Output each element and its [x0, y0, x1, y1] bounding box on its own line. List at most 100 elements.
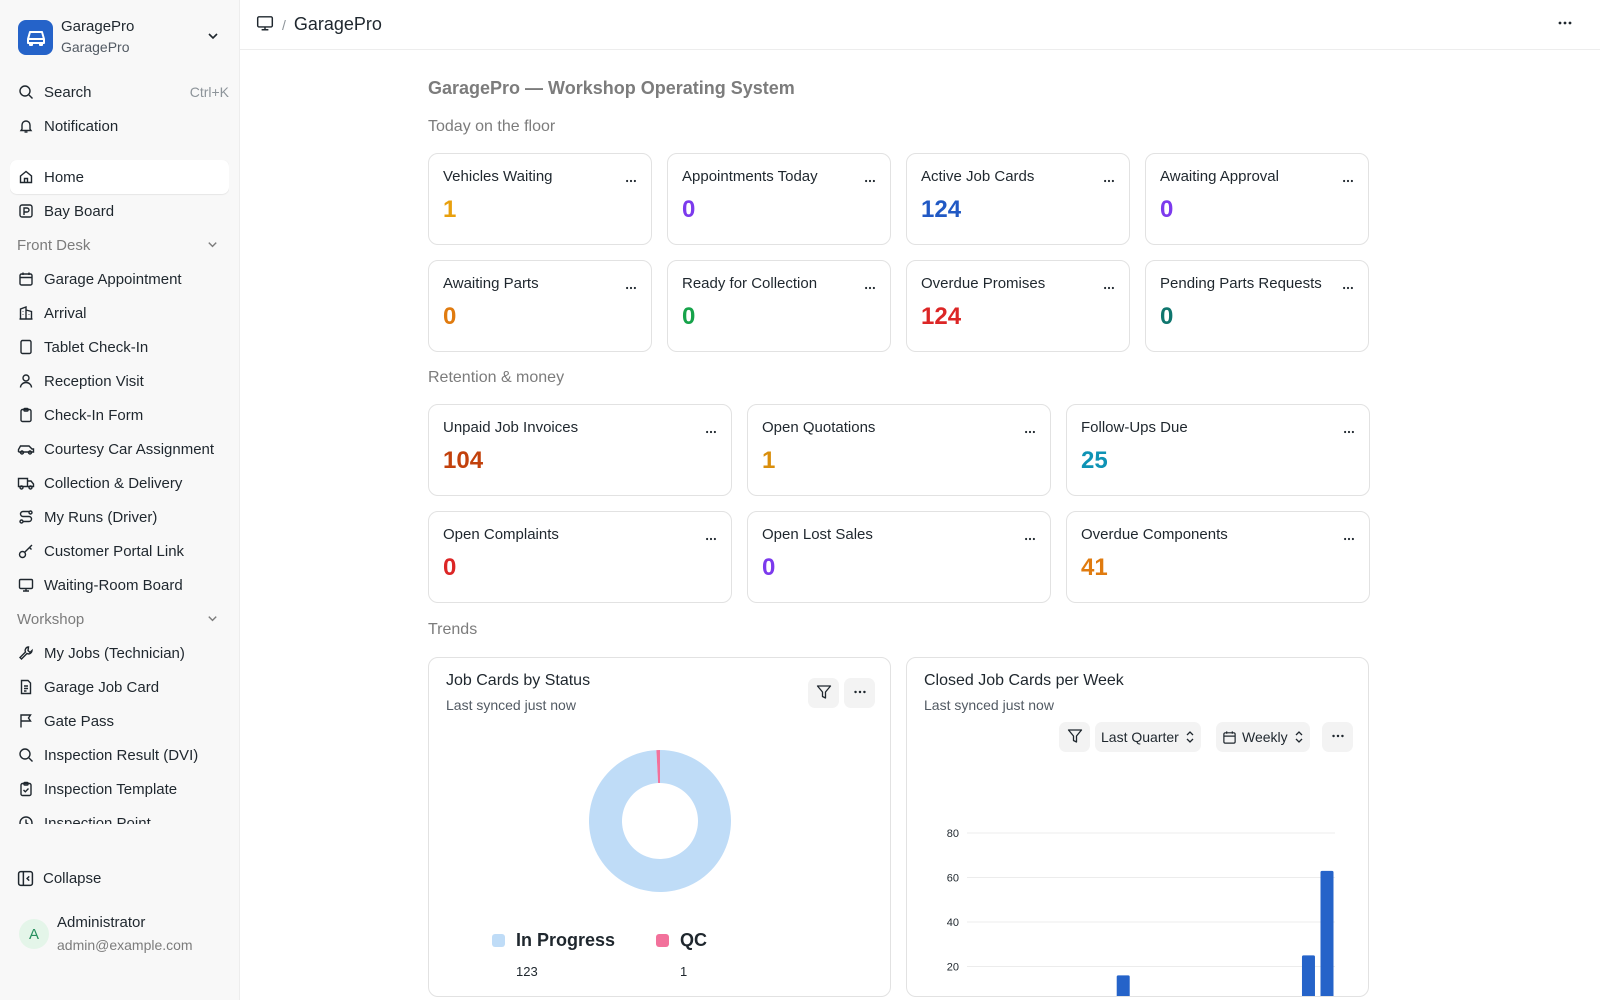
- breadcrumb[interactable]: GaragePro: [293, 14, 382, 34]
- sidebar-item-label: My Jobs (Technician): [44, 644, 185, 662]
- bar[interactable]: [1320, 870, 1334, 997]
- kpi-card-awaiting-approval[interactable]: Awaiting Approval 0: [1145, 153, 1369, 245]
- chart-title: Closed Job Cards per Week: [924, 672, 1124, 689]
- donut-slice-in-progress[interactable]: [589, 750, 731, 892]
- sidebar-item-reception-visit[interactable]: Reception Visit: [10, 364, 229, 398]
- search-label: Search: [44, 83, 92, 101]
- kpi-card-awaiting-parts[interactable]: Awaiting Parts 0: [428, 260, 652, 352]
- bar-chart: 20 40 60 80: [947, 828, 1335, 997]
- kpi-card-ready-for-collection[interactable]: Ready for Collection 0: [667, 260, 891, 352]
- chart-more-button[interactable]: [844, 678, 875, 708]
- more-options-icon[interactable]: [1556, 14, 1574, 35]
- sidebar-item-my-runs[interactable]: My Runs (Driver): [10, 500, 229, 534]
- sidebar-item-garage-job-card[interactable]: Garage Job Card: [10, 670, 229, 704]
- sidebar-item-gate-pass[interactable]: Gate Pass: [10, 704, 229, 738]
- kpi-card-open-complaints[interactable]: Open Complaints 0: [428, 511, 732, 603]
- kpi-value: 1: [443, 196, 457, 223]
- more-options-icon[interactable]: [704, 532, 718, 549]
- more-options-icon[interactable]: [1341, 281, 1355, 298]
- sidebar-item-label: Inspection Result (DVI): [44, 746, 199, 764]
- sidebar-item-inspection-point[interactable]: Inspection Point: [10, 806, 229, 824]
- user-icon: [17, 372, 35, 390]
- sidebar-item-bay-board[interactable]: Bay Board: [10, 194, 229, 228]
- user-name: Administrator: [57, 914, 146, 931]
- bar[interactable]: [1301, 955, 1315, 997]
- sidebar-item-label: Inspection Template: [44, 780, 178, 798]
- more-options-icon: [1330, 728, 1346, 747]
- sidebar-item-arrival[interactable]: Arrival: [10, 296, 229, 330]
- sidebar-item-garage-appointment[interactable]: Garage Appointment: [10, 262, 229, 296]
- more-options-icon[interactable]: [1023, 532, 1037, 549]
- building-icon: [17, 304, 35, 322]
- sidebar-item-my-jobs[interactable]: My Jobs (Technician): [10, 636, 229, 670]
- sidebar-item-waiting-room-board[interactable]: Waiting-Room Board: [10, 568, 229, 602]
- kpi-card-appointments-today[interactable]: Appointments Today 0: [667, 153, 891, 245]
- kpi-card-follow-ups-due[interactable]: Follow-Ups Due 25: [1066, 404, 1370, 496]
- app-subtitle: GaragePro: [61, 39, 130, 55]
- more-options-icon[interactable]: [624, 174, 638, 191]
- y-tick-label: 60: [947, 873, 959, 885]
- sidebar-item-customer-portal-link[interactable]: Customer Portal Link: [10, 534, 229, 568]
- sidebar-item-label: Customer Portal Link: [44, 542, 185, 560]
- sidebar-item-label: Home: [44, 168, 85, 186]
- more-options-icon[interactable]: [863, 174, 877, 191]
- more-options-icon[interactable]: [1342, 532, 1356, 549]
- date-range-select[interactable]: Last Quarter: [1095, 722, 1201, 752]
- kpi-card-overdue-components[interactable]: Overdue Components 41: [1066, 511, 1370, 603]
- kpi-label: Unpaid Job Invoices: [443, 419, 579, 436]
- filter-button[interactable]: [808, 678, 839, 708]
- user-menu[interactable]: A Administrator admin@example.com: [19, 912, 193, 956]
- notification-label: Notification: [44, 117, 119, 135]
- sidebar-item-label: Waiting-Room Board: [44, 576, 183, 594]
- bell-icon: [17, 117, 35, 135]
- sidebar-item-check-in-form[interactable]: Check-In Form: [10, 398, 229, 432]
- kpi-value: 1: [762, 447, 776, 474]
- kpi-card-unpaid-job-invoices[interactable]: Unpaid Job Invoices 104: [428, 404, 732, 496]
- sidebar-item-tablet-check-in[interactable]: Tablet Check-In: [10, 330, 229, 364]
- sidebar-item-label: Garage Job Card: [44, 678, 160, 696]
- sidebar-item-label: Arrival: [44, 304, 87, 322]
- kpi-value: 0: [682, 196, 696, 223]
- kpi-card-overdue-promises[interactable]: Overdue Promises 124: [906, 260, 1130, 352]
- more-options-icon[interactable]: [704, 425, 718, 442]
- desktop-icon[interactable]: [256, 14, 274, 35]
- kpi-label: Active Job Cards: [921, 168, 1035, 185]
- workspace-switcher[interactable]: GaragePro GaragePro: [18, 17, 232, 57]
- sidebar-item-collection-delivery[interactable]: Collection & Delivery: [10, 466, 229, 500]
- kpi-label: Awaiting Approval: [1160, 168, 1279, 185]
- more-options-icon[interactable]: [624, 281, 638, 298]
- donut-slice-qc[interactable]: [656, 750, 660, 784]
- more-options-icon[interactable]: [1341, 174, 1355, 191]
- section-workshop[interactable]: Workshop: [10, 602, 229, 636]
- more-options-icon[interactable]: [1102, 281, 1116, 298]
- interval-select[interactable]: Weekly: [1216, 722, 1310, 752]
- kpi-card-active-job-cards[interactable]: Active Job Cards 124: [906, 153, 1130, 245]
- kpi-card-pending-parts-requests[interactable]: Pending Parts Requests 0: [1145, 260, 1369, 352]
- kpi-label: Open Lost Sales: [762, 526, 873, 543]
- route-icon: [17, 508, 35, 526]
- bar[interactable]: [1116, 975, 1130, 997]
- more-options-icon[interactable]: [1342, 425, 1356, 442]
- truck-icon: [17, 474, 35, 492]
- more-options-icon[interactable]: [1023, 425, 1037, 442]
- flag-icon: [17, 712, 35, 730]
- document-icon: [17, 678, 35, 696]
- sidebar-item-inspection-template[interactable]: Inspection Template: [10, 772, 229, 806]
- more-options-icon[interactable]: [1102, 174, 1116, 191]
- sidebar-item-inspection-result[interactable]: Inspection Result (DVI): [10, 738, 229, 772]
- kpi-card-open-quotations[interactable]: Open Quotations 1: [747, 404, 1051, 496]
- search-button[interactable]: Search Ctrl+K: [10, 75, 229, 109]
- chart-more-button[interactable]: [1322, 722, 1353, 752]
- collapse-sidebar-button[interactable]: Collapse: [17, 866, 101, 890]
- section-front-desk[interactable]: Front Desk: [10, 228, 229, 262]
- filter-button[interactable]: [1059, 722, 1090, 752]
- chart-card-weekly: Closed Job Cards per Week Last synced ju…: [906, 657, 1369, 997]
- sidebar-item-courtesy-car[interactable]: Courtesy Car Assignment: [10, 432, 229, 466]
- legend-item-qc[interactable]: QC: [656, 930, 707, 951]
- more-options-icon[interactable]: [863, 281, 877, 298]
- notification-button[interactable]: Notification: [10, 109, 229, 143]
- sidebar-item-home[interactable]: Home: [10, 160, 229, 194]
- kpi-card-vehicles-waiting[interactable]: Vehicles Waiting 1: [428, 153, 652, 245]
- legend-item-in-progress[interactable]: In Progress: [492, 930, 615, 951]
- kpi-card-open-lost-sales[interactable]: Open Lost Sales 0: [747, 511, 1051, 603]
